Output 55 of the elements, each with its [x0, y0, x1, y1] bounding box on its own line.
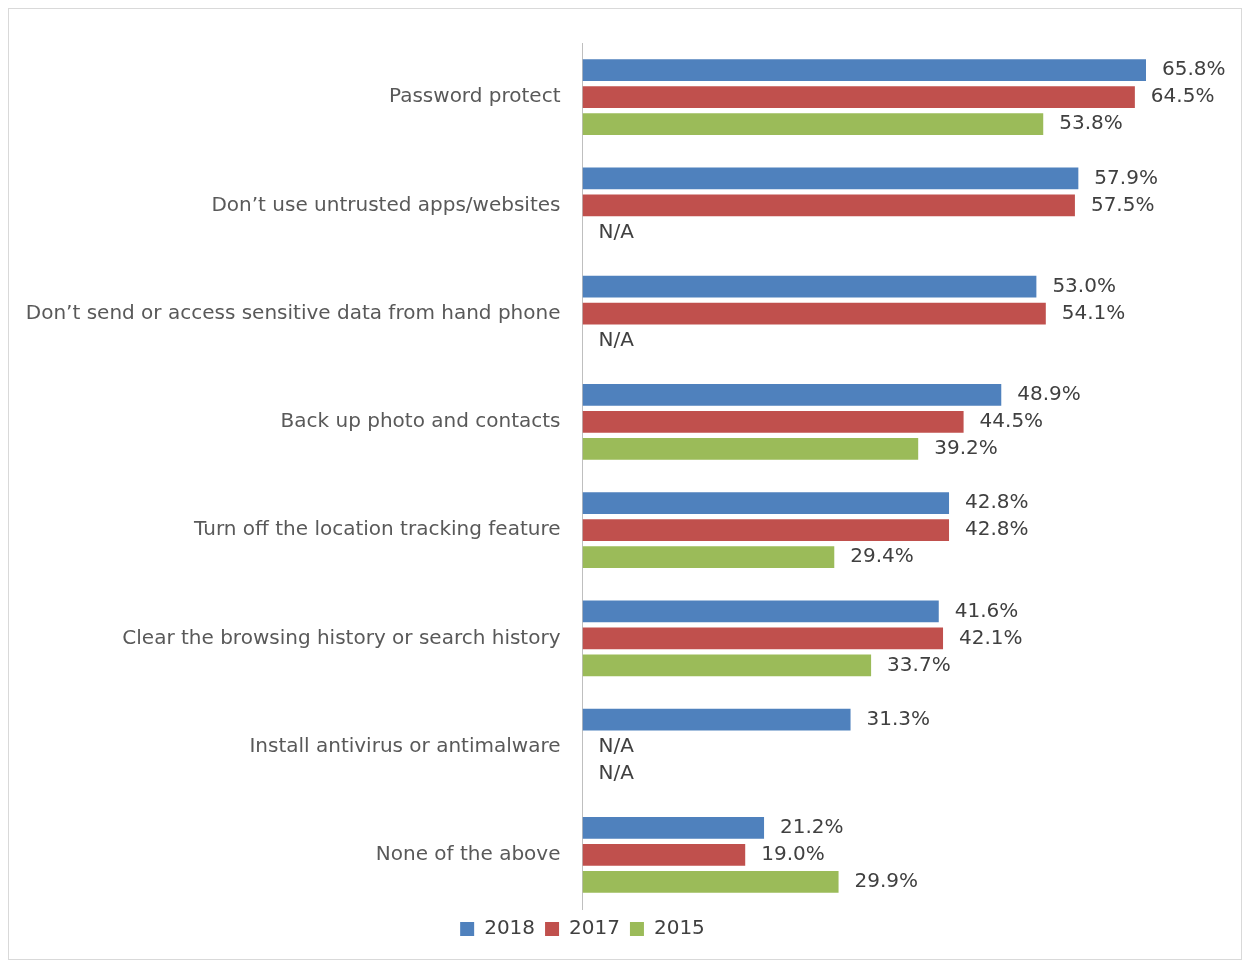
text: N/A: [598, 732, 634, 757]
bar: [582, 708, 851, 731]
data-label: 54.1%: [1061, 299, 1126, 324]
bar: [582, 844, 746, 866]
data-label: 48.9%: [1017, 381, 1081, 406]
data-label: 57.5%: [1090, 191, 1155, 216]
bar: [582, 871, 839, 893]
y-tick-label: Password protect: [389, 83, 561, 108]
legend-label: 2017: [569, 915, 620, 940]
legend-label: 2018: [484, 915, 536, 940]
bar: [582, 275, 1037, 298]
data-label: 65.8%: [1162, 56, 1226, 81]
data-label: 33.7%: [887, 651, 951, 676]
bar: [582, 113, 1044, 136]
bar: [582, 816, 765, 839]
y-tick-label: Back up photo and contacts: [280, 408, 561, 433]
bar: [582, 59, 1146, 81]
y-tick-label: Don’t use untrusted apps/websites: [211, 191, 561, 216]
bar: [582, 383, 1002, 406]
data-label: 41.6%: [954, 597, 1019, 622]
y-tick-label: Turn off the location tracking feature: [193, 516, 561, 541]
text: N/A: [598, 326, 634, 351]
bar: [582, 167, 1079, 190]
data-label: 42.8%: [965, 516, 1029, 541]
text: N/A: [598, 759, 634, 784]
y-tick-label: Install antivirus or antimalware: [249, 732, 561, 757]
bar: [582, 492, 950, 514]
bar: [582, 302, 1046, 325]
bar: [582, 546, 835, 569]
data-label: 44.5%: [979, 408, 1044, 433]
data-label: 57.9%: [1094, 164, 1158, 189]
bar: [582, 600, 939, 623]
data-label: 39.2%: [934, 435, 998, 460]
data-label: 64.5%: [1150, 83, 1215, 108]
bar: [582, 438, 919, 460]
text: N/A: [598, 218, 634, 243]
y-tick-label: Clear the browsing history or search history: [122, 624, 561, 649]
y-tick-label: Don’t send or access sensitive data from hand phone: [25, 299, 561, 324]
data-label: 42.8%: [965, 489, 1029, 514]
bar: [582, 411, 964, 433]
bar: [582, 654, 872, 677]
data-label: 53.8%: [1059, 110, 1123, 135]
bar: [582, 194, 1075, 217]
data-label: 29.9%: [854, 868, 919, 893]
data-label: 53.0%: [1052, 272, 1116, 297]
bar: [582, 86, 1135, 108]
y-tick-label: None of the above: [375, 841, 561, 866]
bar: [582, 627, 944, 650]
data-label: 29.4%: [850, 543, 914, 568]
data-label: 42.1%: [959, 624, 1023, 649]
data-label: 21.2%: [780, 814, 844, 839]
legend-label: 2015: [653, 915, 705, 940]
data-label: 19.0%: [761, 841, 825, 866]
data-label: 31.3%: [866, 705, 931, 730]
bar: [582, 519, 950, 541]
